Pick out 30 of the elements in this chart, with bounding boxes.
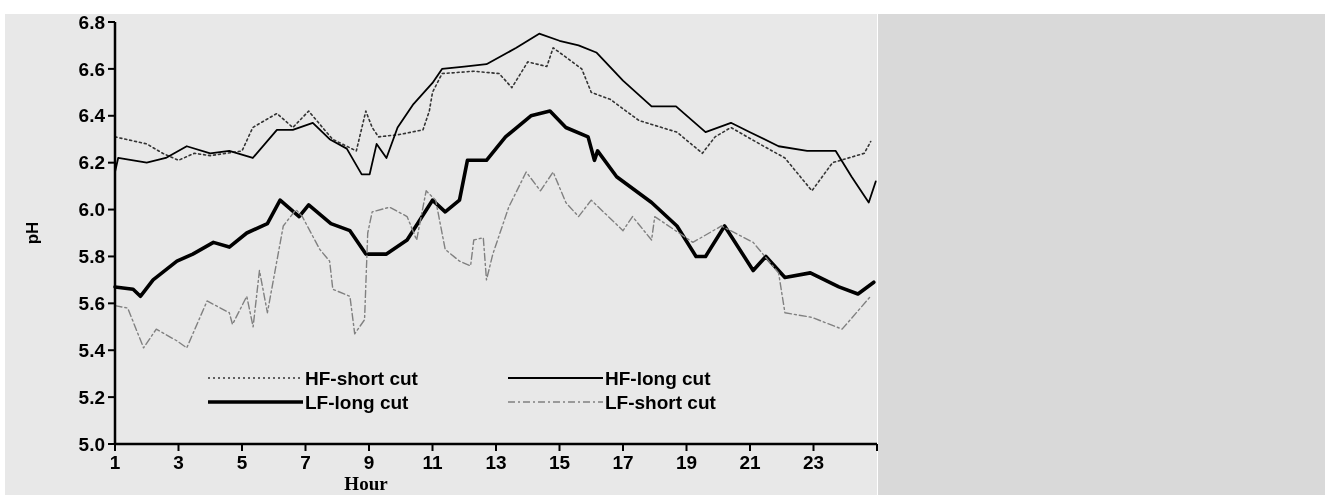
x-tick-label: 7 <box>300 452 311 473</box>
x-axis-title: Hour <box>344 473 389 494</box>
x-tick-label: 17 <box>612 452 634 473</box>
x-tick-label: 15 <box>548 452 571 473</box>
y-tick-label: 6.0 <box>78 199 105 221</box>
x-tick-label: 13 <box>485 452 507 473</box>
y-tick-label: 5.6 <box>78 292 105 314</box>
legend-label: LF-long cut <box>305 391 410 413</box>
line-series <box>114 171 872 349</box>
x-tick-label: 11 <box>422 452 443 473</box>
y-tick-label: 5.2 <box>78 386 105 408</box>
y-tick-label: 6.4 <box>78 105 106 127</box>
y-tick-label: 5.4 <box>78 339 106 361</box>
legend-label: HF-short cut <box>305 367 419 389</box>
y-tick-label: 6.8 <box>78 11 105 33</box>
x-tick-label: 9 <box>363 452 375 473</box>
x-tick-label: 3 <box>173 452 184 473</box>
y-tick-label: 5.0 <box>78 433 105 455</box>
x-tick-label: 19 <box>675 452 698 473</box>
y-tick-label: 5.8 <box>78 246 105 268</box>
legend-label: HF-long cut <box>605 367 712 389</box>
y-tick-label: 6.2 <box>78 152 105 174</box>
x-tick-label: 21 <box>739 452 761 473</box>
x-tick-label: 23 <box>802 452 825 473</box>
x-tick-label: 1 <box>109 452 121 473</box>
line-series <box>114 46 872 192</box>
y-tick-label: 6.6 <box>78 58 105 80</box>
y-axis-title: pH <box>23 221 42 245</box>
legend-label: LF-short cut <box>605 391 717 413</box>
x-tick-label: 5 <box>236 452 248 473</box>
